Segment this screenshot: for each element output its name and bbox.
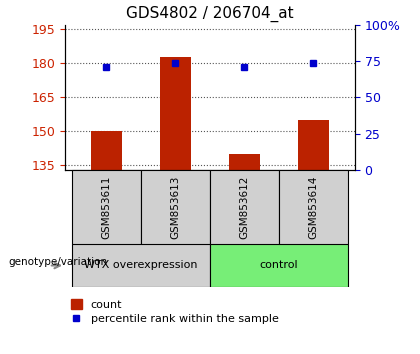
Text: GSM853614: GSM853614 [309, 175, 318, 239]
Bar [229, 154, 260, 170]
Bar [72, 244, 210, 287]
Bar [298, 120, 329, 170]
Text: GSM853613: GSM853613 [171, 175, 181, 239]
Text: WTX overexpression: WTX overexpression [84, 261, 198, 270]
Bar [210, 244, 348, 287]
Text: GSM853611: GSM853611 [102, 175, 111, 239]
Bar [72, 170, 141, 244]
Bar [91, 131, 122, 170]
Bar [160, 57, 191, 170]
Bar [279, 170, 348, 244]
Text: control: control [260, 261, 298, 270]
Legend: count, percentile rank within the sample: count, percentile rank within the sample [71, 299, 278, 324]
Bar [141, 170, 210, 244]
Bar [210, 170, 279, 244]
Text: GSM853612: GSM853612 [239, 175, 249, 239]
Title: GDS4802 / 206704_at: GDS4802 / 206704_at [126, 6, 294, 22]
Text: genotype/variation: genotype/variation [8, 257, 108, 267]
